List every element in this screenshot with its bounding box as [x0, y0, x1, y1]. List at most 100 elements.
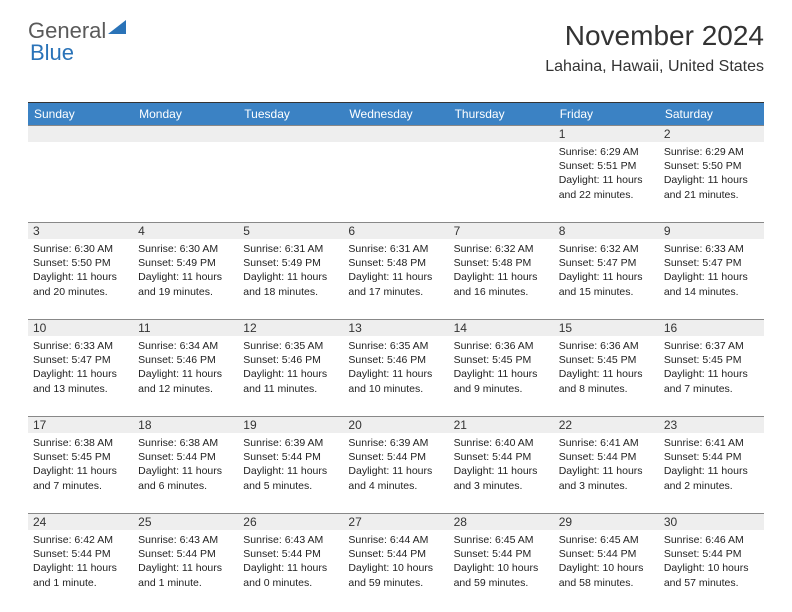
calendar-day: Sunrise: 6:38 AMSunset: 5:44 PMDaylight:…	[133, 433, 238, 513]
daylight-text: Daylight: 11 hours and 20 minutes.	[33, 270, 128, 298]
day-number-cell: 24	[28, 513, 133, 530]
day-number-cell: 15	[554, 319, 659, 336]
day-info: Sunrise: 6:35 AMSunset: 5:46 PMDaylight:…	[348, 339, 443, 396]
day-number-cell	[449, 125, 554, 142]
sunrise-text: Sunrise: 6:45 AM	[454, 533, 549, 547]
daylight-text: Daylight: 11 hours and 3 minutes.	[454, 464, 549, 492]
calendar-day: Sunrise: 6:39 AMSunset: 5:44 PMDaylight:…	[238, 433, 343, 513]
sunrise-text: Sunrise: 6:35 AM	[348, 339, 443, 353]
sunrise-text: Sunrise: 6:29 AM	[664, 145, 759, 159]
sunrise-text: Sunrise: 6:29 AM	[559, 145, 654, 159]
sunrise-text: Sunrise: 6:39 AM	[348, 436, 443, 450]
sunrise-text: Sunrise: 6:42 AM	[33, 533, 128, 547]
day-info: Sunrise: 6:45 AMSunset: 5:44 PMDaylight:…	[559, 533, 654, 590]
day-info: Sunrise: 6:43 AMSunset: 5:44 PMDaylight:…	[138, 533, 233, 590]
calendar-week: Sunrise: 6:38 AMSunset: 5:45 PMDaylight:…	[28, 433, 764, 513]
calendar-week: Sunrise: 6:30 AMSunset: 5:50 PMDaylight:…	[28, 239, 764, 319]
sunset-text: Sunset: 5:44 PM	[559, 450, 654, 464]
calendar-day: Sunrise: 6:39 AMSunset: 5:44 PMDaylight:…	[343, 433, 448, 513]
calendar-week: Sunrise: 6:42 AMSunset: 5:44 PMDaylight:…	[28, 530, 764, 610]
day-number-cell: 9	[659, 222, 764, 239]
day-info: Sunrise: 6:41 AMSunset: 5:44 PMDaylight:…	[559, 436, 654, 493]
calendar-day: Sunrise: 6:35 AMSunset: 5:46 PMDaylight:…	[238, 336, 343, 416]
sunset-text: Sunset: 5:47 PM	[559, 256, 654, 270]
sunset-text: Sunset: 5:51 PM	[559, 159, 654, 173]
calendar-day: Sunrise: 6:32 AMSunset: 5:47 PMDaylight:…	[554, 239, 659, 319]
calendar-day: Sunrise: 6:33 AMSunset: 5:47 PMDaylight:…	[28, 336, 133, 416]
calendar-day: Sunrise: 6:45 AMSunset: 5:44 PMDaylight:…	[554, 530, 659, 610]
day-number-cell: 14	[449, 319, 554, 336]
calendar-day: Sunrise: 6:32 AMSunset: 5:48 PMDaylight:…	[449, 239, 554, 319]
calendar-week: Sunrise: 6:33 AMSunset: 5:47 PMDaylight:…	[28, 336, 764, 416]
daylight-text: Daylight: 11 hours and 8 minutes.	[559, 367, 654, 395]
daylight-text: Daylight: 10 hours and 57 minutes.	[664, 561, 759, 589]
calendar-day: Sunrise: 6:43 AMSunset: 5:44 PMDaylight:…	[238, 530, 343, 610]
sunrise-text: Sunrise: 6:36 AM	[559, 339, 654, 353]
daylight-text: Daylight: 11 hours and 3 minutes.	[559, 464, 654, 492]
day-info: Sunrise: 6:33 AMSunset: 5:47 PMDaylight:…	[33, 339, 128, 396]
weekday-header: Sunday	[28, 103, 133, 125]
daylight-text: Daylight: 11 hours and 2 minutes.	[664, 464, 759, 492]
day-number-row: 3456789	[28, 222, 764, 239]
day-info: Sunrise: 6:46 AMSunset: 5:44 PMDaylight:…	[664, 533, 759, 590]
sunset-text: Sunset: 5:44 PM	[348, 547, 443, 561]
day-number-cell: 18	[133, 416, 238, 433]
sunset-text: Sunset: 5:44 PM	[138, 450, 233, 464]
day-number-cell: 8	[554, 222, 659, 239]
calendar-day: Sunrise: 6:29 AMSunset: 5:50 PMDaylight:…	[659, 142, 764, 222]
daylight-text: Daylight: 10 hours and 59 minutes.	[348, 561, 443, 589]
day-info: Sunrise: 6:33 AMSunset: 5:47 PMDaylight:…	[664, 242, 759, 299]
sunrise-text: Sunrise: 6:30 AM	[33, 242, 128, 256]
day-number-cell: 22	[554, 416, 659, 433]
day-number-cell: 28	[449, 513, 554, 530]
sunrise-text: Sunrise: 6:32 AM	[454, 242, 549, 256]
day-number-cell: 23	[659, 416, 764, 433]
sunset-text: Sunset: 5:49 PM	[243, 256, 338, 270]
weekday-header: Friday	[554, 103, 659, 125]
sunset-text: Sunset: 5:49 PM	[138, 256, 233, 270]
sunrise-text: Sunrise: 6:38 AM	[33, 436, 128, 450]
day-number-cell: 17	[28, 416, 133, 433]
sunrise-text: Sunrise: 6:30 AM	[138, 242, 233, 256]
brand-part2-wrap: Blue	[30, 40, 74, 66]
calendar-day: Sunrise: 6:30 AMSunset: 5:49 PMDaylight:…	[133, 239, 238, 319]
day-number-cell	[133, 125, 238, 142]
daylight-text: Daylight: 11 hours and 0 minutes.	[243, 561, 338, 589]
sunrise-text: Sunrise: 6:32 AM	[559, 242, 654, 256]
sunset-text: Sunset: 5:47 PM	[33, 353, 128, 367]
sunset-text: Sunset: 5:44 PM	[243, 547, 338, 561]
calendar-day: Sunrise: 6:31 AMSunset: 5:48 PMDaylight:…	[343, 239, 448, 319]
day-number-cell: 27	[343, 513, 448, 530]
day-number-cell: 6	[343, 222, 448, 239]
day-info: Sunrise: 6:29 AMSunset: 5:50 PMDaylight:…	[664, 145, 759, 202]
daylight-text: Daylight: 11 hours and 19 minutes.	[138, 270, 233, 298]
day-info: Sunrise: 6:34 AMSunset: 5:46 PMDaylight:…	[138, 339, 233, 396]
day-info: Sunrise: 6:31 AMSunset: 5:49 PMDaylight:…	[243, 242, 338, 299]
month-title: November 2024	[545, 20, 764, 52]
day-info: Sunrise: 6:36 AMSunset: 5:45 PMDaylight:…	[454, 339, 549, 396]
calendar-day: Sunrise: 6:43 AMSunset: 5:44 PMDaylight:…	[133, 530, 238, 610]
weekday-header: Wednesday	[343, 103, 448, 125]
weekday-header: Monday	[133, 103, 238, 125]
calendar-day: Sunrise: 6:38 AMSunset: 5:45 PMDaylight:…	[28, 433, 133, 513]
day-number-cell: 25	[133, 513, 238, 530]
calendar-day: Sunrise: 6:45 AMSunset: 5:44 PMDaylight:…	[449, 530, 554, 610]
daylight-text: Daylight: 11 hours and 11 minutes.	[243, 367, 338, 395]
calendar-day: Sunrise: 6:41 AMSunset: 5:44 PMDaylight:…	[659, 433, 764, 513]
calendar-day-empty	[449, 142, 554, 222]
day-info: Sunrise: 6:43 AMSunset: 5:44 PMDaylight:…	[243, 533, 338, 590]
daylight-text: Daylight: 11 hours and 5 minutes.	[243, 464, 338, 492]
day-number-cell: 29	[554, 513, 659, 530]
sunset-text: Sunset: 5:47 PM	[664, 256, 759, 270]
brand-part2: Blue	[30, 40, 74, 65]
daylight-text: Daylight: 11 hours and 7 minutes.	[664, 367, 759, 395]
day-info: Sunrise: 6:38 AMSunset: 5:44 PMDaylight:…	[138, 436, 233, 493]
daylight-text: Daylight: 11 hours and 18 minutes.	[243, 270, 338, 298]
daylight-text: Daylight: 11 hours and 4 minutes.	[348, 464, 443, 492]
day-number-cell: 11	[133, 319, 238, 336]
day-info: Sunrise: 6:32 AMSunset: 5:47 PMDaylight:…	[559, 242, 654, 299]
daylight-text: Daylight: 11 hours and 7 minutes.	[33, 464, 128, 492]
day-number-cell: 7	[449, 222, 554, 239]
calendar-day: Sunrise: 6:46 AMSunset: 5:44 PMDaylight:…	[659, 530, 764, 610]
daylight-text: Daylight: 11 hours and 21 minutes.	[664, 173, 759, 201]
